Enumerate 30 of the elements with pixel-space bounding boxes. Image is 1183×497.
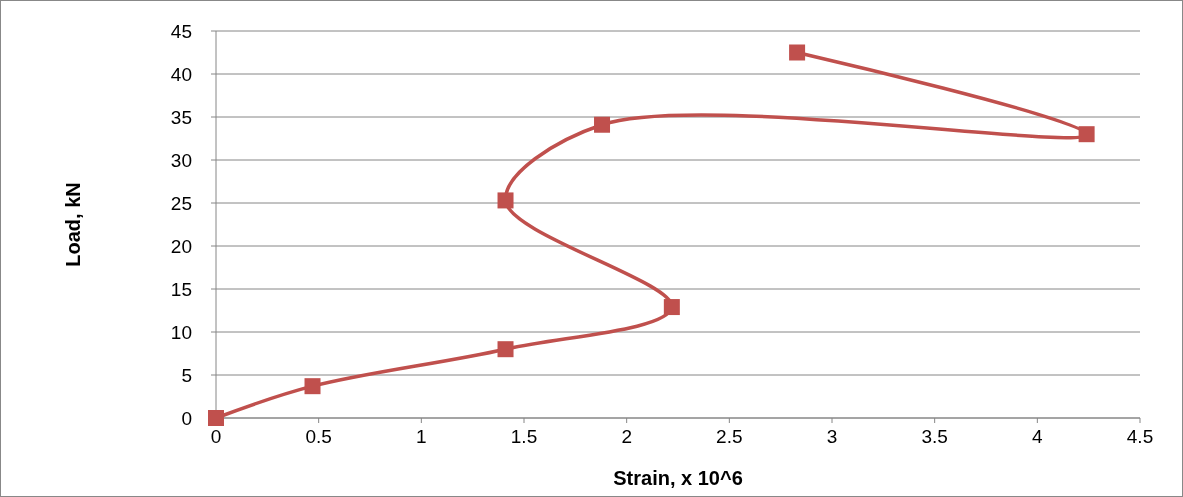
x-tick-label: 3	[826, 426, 838, 447]
point	[208, 410, 224, 426]
point	[304, 378, 321, 395]
y-tick-label: 45	[170, 20, 192, 42]
y-tick-label: 20	[170, 235, 192, 257]
y-tick-label: 35	[170, 106, 192, 128]
y-tick-label: 40	[170, 63, 192, 85]
y-tick-label: 0	[181, 407, 192, 429]
point	[1078, 126, 1095, 143]
point	[497, 341, 514, 358]
y-tick-label: 30	[170, 149, 192, 171]
x-tick-label: 4.5	[1126, 426, 1154, 447]
x-tick-label: 0.5	[305, 426, 332, 447]
point	[789, 44, 806, 61]
y-tick-label: 10	[170, 321, 192, 343]
x-tick-label: 4	[1032, 426, 1044, 447]
point	[594, 116, 611, 133]
point	[663, 299, 680, 316]
y-tick-label: 25	[170, 192, 192, 214]
y-tick-label: 15	[170, 278, 192, 300]
x-tick-label: 0	[210, 426, 222, 447]
x-tick-label: 2.5	[716, 426, 743, 447]
x-tick-label: 1.5	[510, 426, 538, 447]
x-tick-label: 2	[621, 426, 632, 447]
x-axis-title: Strain, x 10^6	[613, 467, 743, 489]
point	[497, 192, 514, 209]
x-tick-label: 1	[416, 426, 427, 447]
y-axis-title: Load, kN	[62, 182, 84, 267]
x-tick-label: 3.5	[921, 426, 948, 447]
y-tick-label: 5	[181, 364, 192, 386]
